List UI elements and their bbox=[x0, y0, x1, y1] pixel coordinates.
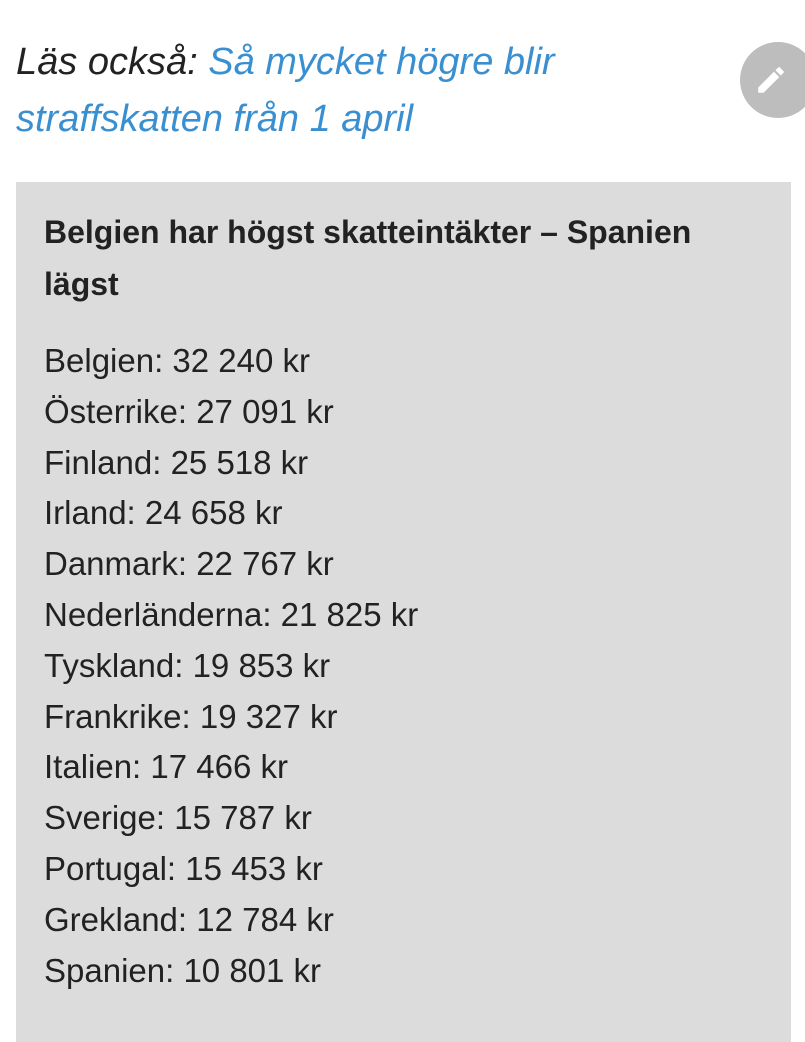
list-item: Tyskland: 19 853 kr bbox=[44, 646, 331, 684]
tax-revenue-list: Belgien: 32 240 kr Österrike: 27 091 kr … bbox=[44, 336, 418, 996]
list-item: Nederländerna: 21 825 kr bbox=[44, 595, 419, 633]
fact-box: Belgien har högst skatteintäkter – Spani… bbox=[16, 182, 791, 1042]
list-item: Finland: 25 518 kr bbox=[44, 443, 309, 481]
fact-box-title: Belgien har högst skatteintäkter – Spani… bbox=[44, 214, 692, 302]
read-also-link[interactable]: Så mycket högre blir straffskatten från … bbox=[16, 41, 555, 140]
read-also-label: Läs också: bbox=[16, 41, 209, 83]
list-item: Danmark: 22 767 kr bbox=[44, 545, 334, 583]
list-item: Spanien: 10 801 kr bbox=[44, 951, 322, 989]
list-item: Österrike: 27 091 kr bbox=[44, 392, 334, 430]
list-item: Portugal: 15 453 kr bbox=[44, 849, 323, 887]
list-item: Grekland: 12 784 kr bbox=[44, 900, 334, 938]
pencil-icon bbox=[758, 67, 784, 93]
list-item: Italien: 17 466 kr bbox=[44, 748, 288, 786]
list-item: Irland: 24 658 kr bbox=[44, 494, 283, 532]
list-item: Belgien: 32 240 kr bbox=[44, 342, 311, 379]
read-also-paragraph: Läs också: Så mycket högre blir straffsk… bbox=[16, 34, 716, 148]
list-item: Sverige: 15 787 kr bbox=[44, 799, 312, 837]
edit-button[interactable] bbox=[740, 42, 805, 118]
list-item: Frankrike: 19 327 kr bbox=[44, 697, 338, 735]
